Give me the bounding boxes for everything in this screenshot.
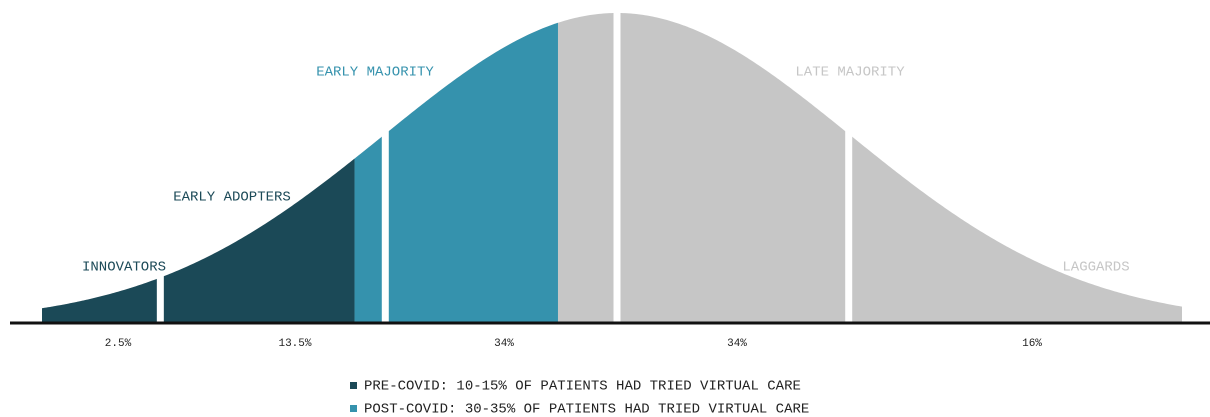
adoption-region [354, 22, 558, 323]
category-label: EARLY MAJORITY [316, 65, 434, 81]
category-label: LAGGARDS [1062, 260, 1129, 276]
legend-label: PRE-COVID: 10-15% OF PATIENTS HAD TRIED … [364, 379, 801, 395]
percent-label: 34% [494, 338, 514, 350]
legend-swatch [350, 405, 357, 412]
segment [617, 13, 849, 323]
adoption-region [42, 158, 355, 323]
legend-label: POST-COVID: 30-35% OF PATIENTS HAD TRIED… [364, 402, 809, 417]
legend-swatch [350, 382, 357, 389]
percent-label: 2.5% [105, 338, 132, 350]
percent-label: 34% [727, 338, 747, 350]
category-label: INNOVATORS [82, 260, 166, 276]
category-label: LATE MAJORITY [795, 65, 905, 81]
percent-label: 16% [1022, 338, 1042, 350]
segment [848, 133, 1182, 323]
percent-label: 13.5% [278, 338, 311, 350]
category-label: EARLY ADOPTERS [173, 190, 291, 206]
